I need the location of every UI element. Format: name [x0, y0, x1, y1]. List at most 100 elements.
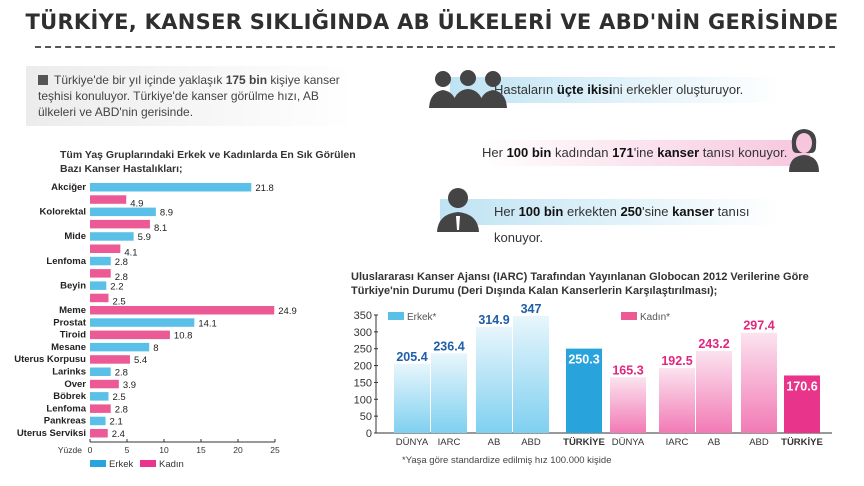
bar-erkek	[431, 353, 467, 433]
bar-kadin	[741, 332, 777, 433]
category-label: ABD	[521, 437, 541, 448]
bar-label: Beyin	[60, 280, 86, 291]
title-divider	[35, 46, 835, 48]
bar-kadin	[90, 379, 119, 389]
fact-text-part: 250	[620, 204, 643, 219]
fact-text-part: 'sine	[642, 204, 673, 219]
bar-kadin	[784, 375, 820, 433]
bar-label: Lenfoma	[46, 403, 86, 414]
bar-label: Lenfoma	[46, 256, 86, 267]
x-tick-label: 0	[88, 445, 93, 455]
y-tick-label: 350	[354, 310, 372, 322]
category-label: IARC	[666, 437, 689, 448]
y-tick-label: 250	[354, 344, 372, 356]
category-label: AB	[488, 437, 501, 448]
fact-text-part: tanısı konuyor.	[699, 145, 788, 160]
legend-label: Erkek	[109, 459, 134, 470]
page-title: TÜRKİYE, KANSER SIKLIĞINDA AB ÜLKELERİ V…	[25, 10, 839, 34]
left-chart-title: Tüm Yaş Gruplarındaki Erkek ve Kadınlard…	[60, 149, 356, 175]
bar-label: Mesane	[51, 342, 86, 353]
bar-erkek	[394, 363, 430, 433]
bar-label: Akciğer	[51, 182, 86, 193]
woman-icon	[789, 129, 819, 172]
data-label: 2.4	[112, 429, 125, 440]
bar-kadin	[696, 351, 732, 433]
bar-kadin	[90, 219, 150, 229]
data-label: 24.9	[278, 306, 297, 317]
bar-kadin	[90, 244, 121, 253]
fact-text-part: 100 bin	[506, 145, 552, 160]
data-label: 8	[153, 343, 158, 354]
data-label: 5.9	[138, 232, 151, 243]
category-label: IARC	[438, 437, 461, 448]
y-tick-label: 0	[366, 428, 372, 440]
bar-erkek	[90, 232, 134, 241]
category-label: AB	[708, 437, 721, 448]
data-label: 243.2	[698, 337, 729, 351]
data-label: 250.3	[568, 353, 599, 367]
fact-text-part: Hastaların	[494, 82, 557, 97]
data-label: 236.4	[433, 339, 464, 353]
bar-label: Mide	[64, 231, 86, 242]
y-tick-label: 50	[360, 411, 372, 423]
data-label: 3.9	[123, 380, 136, 391]
data-label: 2.8	[115, 404, 128, 415]
x-tick-label: 25	[270, 445, 280, 455]
fact-men-share: Hastaların üçte ikisini erkekler oluştur…	[450, 77, 780, 103]
bar-kadin	[90, 195, 127, 204]
cancer-types-bar-chart: Akciğer 21.8 4.9 Kolorektal 8.9 8.1 Mide 5.94.1…	[14, 182, 297, 470]
bar-label: Meme	[59, 305, 86, 316]
category-label: DÜNYA	[396, 437, 429, 448]
data-label: 2.5	[113, 297, 126, 308]
data-label: 170.6	[786, 379, 817, 393]
category-label: TÜRKİYE	[781, 437, 823, 448]
category-label: ABD	[749, 437, 769, 448]
bar-erkek	[90, 281, 107, 290]
fact-text-part: üçte ikisi	[556, 82, 613, 97]
data-label: 8.1	[154, 223, 167, 234]
bar-erkek	[90, 392, 109, 401]
legend-label: Kadın*	[640, 312, 670, 323]
bullet-square-icon	[38, 75, 48, 85]
data-label: 205.4	[396, 350, 427, 364]
bar-kadin	[90, 404, 111, 413]
data-label: 2.8	[115, 272, 128, 283]
fact-text-part: kanser	[672, 204, 715, 219]
legend-swatch-erkek	[388, 312, 404, 320]
bar-label: Over	[64, 379, 86, 390]
bar-kadin	[90, 306, 275, 315]
bar-erkek	[476, 326, 512, 433]
legend-label: Kadın	[159, 459, 184, 470]
bar-erkek	[90, 183, 252, 192]
bar-label: Pankreas	[44, 416, 86, 427]
data-label: 347	[521, 302, 542, 316]
fact-text-part: tanısı konuyor.	[494, 204, 750, 245]
bar-label: Prostat	[53, 317, 87, 328]
category-label: DÜNYA	[612, 437, 645, 448]
intro-box: Türkiye'de bir yıl içinde yaklaşık 175 b…	[26, 66, 356, 126]
data-label: 5.4	[134, 355, 147, 366]
bar-kadin	[90, 330, 170, 340]
fact-text-part: erkekten	[563, 204, 621, 219]
bar-label: Tiroid	[60, 330, 86, 341]
data-label: 10.8	[174, 331, 193, 342]
y-tick-label: 200	[354, 361, 372, 373]
data-label: 4.9	[130, 198, 143, 209]
fact-text-part: Her	[494, 204, 519, 219]
bar-erkek	[90, 207, 156, 217]
bar-label: Larinks	[52, 367, 86, 378]
bar-erkek	[90, 256, 111, 266]
intro-text-post: kişiye kanser teşhisi konuluyor. Türkiye…	[38, 73, 340, 119]
bar-kadin	[610, 377, 646, 433]
data-label: 14.1	[198, 318, 217, 329]
data-label: 2.1	[110, 417, 123, 428]
data-label: 21.8	[255, 183, 274, 194]
data-label: 2.8	[115, 257, 128, 268]
data-label: 4.1	[124, 248, 137, 259]
right-chart-title: Uluslararası Kanser Ajansı (IARC) Tarafı…	[351, 271, 809, 297]
data-label: 8.9	[160, 208, 173, 219]
bar-erkek	[90, 416, 106, 426]
bar-erkek	[90, 318, 195, 327]
x-tick-label: 15	[196, 445, 206, 455]
x-axis-label: Yüzde	[58, 445, 82, 455]
